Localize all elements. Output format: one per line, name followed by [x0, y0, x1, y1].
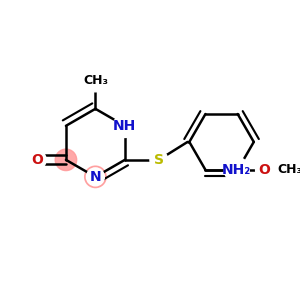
Circle shape — [84, 68, 107, 92]
Text: NH: NH — [113, 119, 136, 133]
Circle shape — [279, 159, 300, 181]
Circle shape — [85, 166, 106, 188]
Text: O: O — [31, 153, 43, 167]
Text: S: S — [154, 153, 164, 167]
Text: N: N — [90, 170, 101, 184]
Text: NH₂: NH₂ — [222, 163, 251, 177]
Text: O: O — [259, 163, 271, 177]
Circle shape — [224, 157, 249, 182]
Text: CH₃: CH₃ — [83, 74, 108, 87]
Circle shape — [256, 161, 274, 179]
Circle shape — [150, 151, 168, 169]
Circle shape — [55, 149, 77, 171]
Text: CH₃: CH₃ — [277, 164, 300, 176]
Circle shape — [86, 168, 104, 186]
Circle shape — [113, 114, 136, 137]
Circle shape — [28, 151, 46, 169]
